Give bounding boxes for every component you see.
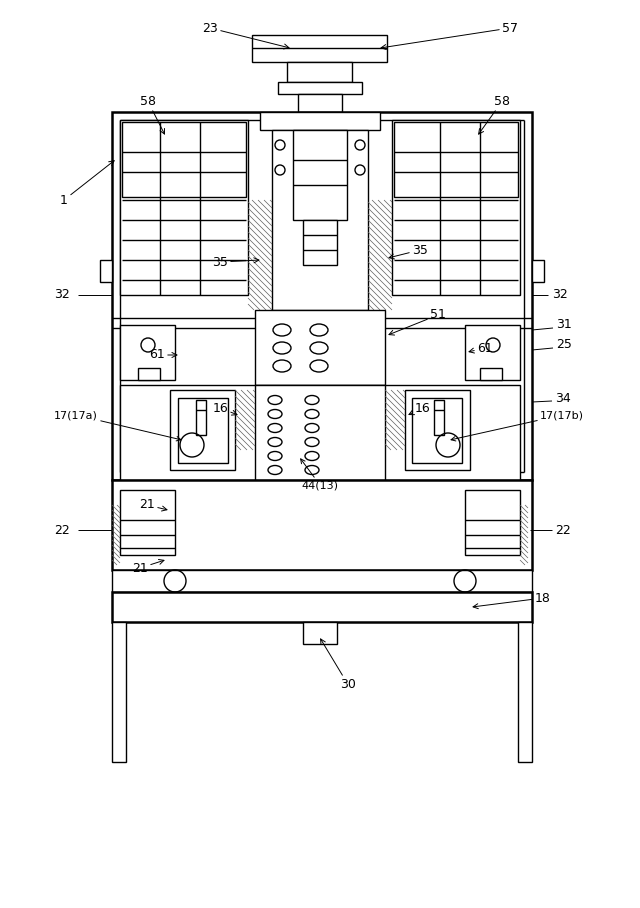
Text: 21: 21 (132, 559, 164, 575)
Bar (434, 400, 444, 435)
Bar (112, 592, 532, 622)
Text: 58: 58 (140, 95, 164, 134)
Ellipse shape (273, 342, 291, 354)
Ellipse shape (310, 360, 328, 372)
Text: 31: 31 (556, 319, 572, 331)
Bar (252, 35, 387, 62)
Bar (255, 385, 385, 480)
Bar (138, 368, 160, 380)
Text: 61: 61 (149, 349, 177, 361)
Ellipse shape (310, 342, 328, 354)
Text: 16: 16 (409, 401, 431, 415)
Text: 32: 32 (54, 289, 70, 301)
Bar (122, 122, 246, 197)
Bar (120, 490, 175, 555)
Bar (287, 62, 352, 82)
Bar (298, 94, 342, 112)
Text: 18: 18 (473, 591, 551, 608)
Text: 30: 30 (321, 639, 356, 691)
Bar (394, 122, 518, 197)
Text: 23: 23 (202, 22, 289, 49)
Text: 17(17a): 17(17a) (54, 410, 181, 441)
Bar (303, 622, 337, 644)
Bar (518, 622, 532, 762)
Bar (392, 120, 520, 295)
Text: 51: 51 (389, 309, 446, 335)
Bar (112, 622, 126, 762)
Bar (112, 112, 532, 480)
Text: 61: 61 (469, 341, 493, 354)
Bar (260, 112, 380, 130)
Bar (255, 310, 385, 385)
Bar (278, 82, 362, 94)
Bar (178, 398, 228, 463)
Ellipse shape (273, 360, 291, 372)
Ellipse shape (305, 438, 319, 447)
Ellipse shape (268, 451, 282, 460)
Bar (412, 398, 462, 463)
Bar (405, 390, 470, 470)
Bar (170, 390, 235, 470)
Bar (120, 385, 520, 480)
Ellipse shape (268, 423, 282, 432)
Ellipse shape (268, 396, 282, 404)
Text: 35: 35 (212, 255, 259, 269)
Ellipse shape (305, 423, 319, 432)
Text: 21: 21 (140, 498, 167, 511)
Bar (293, 130, 347, 220)
Text: 58: 58 (479, 95, 510, 134)
Ellipse shape (305, 410, 319, 419)
Ellipse shape (305, 396, 319, 404)
Ellipse shape (268, 438, 282, 447)
Text: 57: 57 (381, 22, 518, 50)
Ellipse shape (305, 466, 319, 475)
Bar (112, 480, 532, 570)
Ellipse shape (305, 451, 319, 460)
Ellipse shape (268, 410, 282, 419)
Bar (465, 325, 520, 380)
Text: 32: 32 (552, 289, 568, 301)
Text: 22: 22 (555, 524, 571, 537)
Text: 16: 16 (212, 401, 237, 415)
Text: 34: 34 (555, 391, 571, 404)
Ellipse shape (310, 324, 328, 336)
Bar (120, 120, 248, 295)
Bar (120, 325, 175, 380)
Text: 22: 22 (54, 524, 70, 537)
Bar (196, 400, 206, 435)
Bar (272, 130, 368, 310)
Bar (100, 260, 112, 282)
Ellipse shape (268, 466, 282, 475)
Text: 25: 25 (556, 339, 572, 351)
Bar (303, 220, 337, 265)
Text: 1: 1 (60, 161, 114, 206)
Text: 44(13): 44(13) (301, 459, 339, 490)
Bar (532, 260, 544, 282)
Text: 17(17b): 17(17b) (451, 410, 584, 441)
Ellipse shape (273, 324, 291, 336)
Text: 35: 35 (389, 243, 428, 259)
Bar (112, 570, 532, 592)
Bar (480, 368, 502, 380)
Bar (465, 490, 520, 555)
